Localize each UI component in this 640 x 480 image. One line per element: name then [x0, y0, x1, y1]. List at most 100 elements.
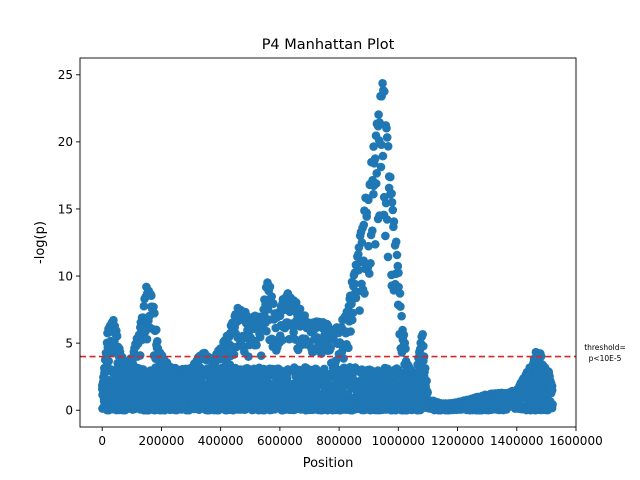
threshold-label-line1: threshold= — [584, 343, 626, 352]
data-point — [360, 289, 369, 298]
data-point — [397, 311, 406, 321]
y-tick-label: 25 — [58, 68, 73, 82]
data-point — [339, 354, 348, 363]
y-axis-label: -log(p) — [33, 221, 48, 264]
data-point — [378, 151, 388, 161]
x-tick-label: 1200000 — [431, 434, 484, 448]
data-point — [252, 340, 261, 350]
data-point — [347, 299, 356, 309]
data-point — [422, 376, 431, 386]
data-point — [376, 162, 386, 172]
x-tick-label: 200000 — [139, 434, 185, 448]
data-point — [548, 400, 557, 409]
data-point — [348, 315, 357, 325]
data-point — [420, 364, 430, 373]
data-point — [386, 172, 395, 182]
data-point — [382, 123, 391, 133]
data-point — [354, 265, 364, 275]
data-point — [380, 87, 389, 96]
data-point — [396, 302, 405, 311]
threshold-label-line2: p<10E-5 — [589, 354, 622, 363]
data-point — [377, 140, 386, 149]
data-point — [381, 231, 390, 241]
data-point — [388, 205, 398, 215]
data-point — [378, 79, 387, 88]
x-axis-label: Position — [303, 456, 354, 471]
data-point — [387, 198, 397, 207]
x-tick-label: 600000 — [257, 434, 303, 448]
data-point — [364, 195, 373, 205]
x-tick-label: 800000 — [316, 434, 362, 448]
data-point — [423, 388, 432, 398]
data-point — [382, 215, 392, 224]
data-point — [135, 351, 145, 360]
data-point — [255, 332, 265, 342]
data-point — [355, 306, 364, 315]
data-point — [104, 356, 113, 366]
data-point — [152, 325, 161, 335]
data-point — [370, 154, 380, 163]
data-point — [383, 252, 393, 262]
data-point — [348, 308, 358, 318]
data-point — [419, 341, 428, 351]
data-point — [139, 301, 149, 311]
data-point — [368, 226, 377, 235]
y-tick-label: 0 — [65, 404, 73, 418]
data-point — [269, 299, 278, 309]
data-point — [395, 289, 405, 298]
data-point — [394, 282, 403, 292]
data-point — [383, 142, 393, 151]
data-point — [278, 335, 287, 345]
data-point — [418, 330, 428, 339]
data-point — [256, 351, 266, 361]
data-point — [366, 259, 375, 268]
data-point — [359, 256, 368, 266]
data-point — [357, 238, 367, 247]
data-point — [289, 328, 298, 337]
data-point — [371, 240, 380, 249]
data-point — [399, 330, 409, 340]
data-point — [364, 241, 373, 251]
y-tick-label: 5 — [65, 336, 73, 350]
x-tick-label: 1000000 — [372, 434, 425, 448]
data-point — [112, 331, 122, 341]
data-point — [150, 308, 159, 318]
data-point — [346, 327, 355, 336]
data-point — [295, 304, 305, 314]
data-point — [265, 282, 275, 292]
y-tick-label: 15 — [58, 202, 73, 216]
data-point — [326, 343, 336, 353]
x-tick-label: 0 — [98, 434, 106, 448]
data-point — [244, 352, 253, 361]
y-tick-label: 10 — [58, 269, 73, 283]
data-point — [354, 250, 363, 259]
data-point — [371, 179, 381, 188]
data-point — [362, 212, 372, 221]
data-point — [267, 292, 277, 301]
data-point — [315, 336, 325, 346]
data-point — [153, 337, 162, 346]
data-point — [149, 302, 158, 312]
x-tick-label: 1400000 — [490, 434, 543, 448]
x-axis-ticks: 0 200000 400000 600000 800000 1000000 1200000 1… — [98, 427, 603, 448]
chart-title: P4 Manhattan Plot — [262, 37, 395, 53]
data-point — [147, 291, 156, 301]
x-tick-label: 400000 — [198, 434, 244, 448]
data-point — [393, 261, 403, 271]
data-point — [284, 334, 294, 344]
data-point — [359, 220, 369, 230]
data-point — [392, 250, 402, 260]
data-point — [372, 169, 382, 178]
data-point — [394, 268, 403, 278]
data-point — [365, 269, 374, 278]
data-point — [229, 350, 239, 359]
data-point — [382, 133, 392, 142]
scatter-points — [98, 79, 557, 415]
plot-frame — [79, 57, 577, 428]
data-point — [369, 142, 378, 151]
data-point — [344, 343, 353, 353]
data-point — [401, 344, 410, 354]
data-point — [263, 305, 273, 314]
y-tick-label: 20 — [58, 135, 73, 149]
